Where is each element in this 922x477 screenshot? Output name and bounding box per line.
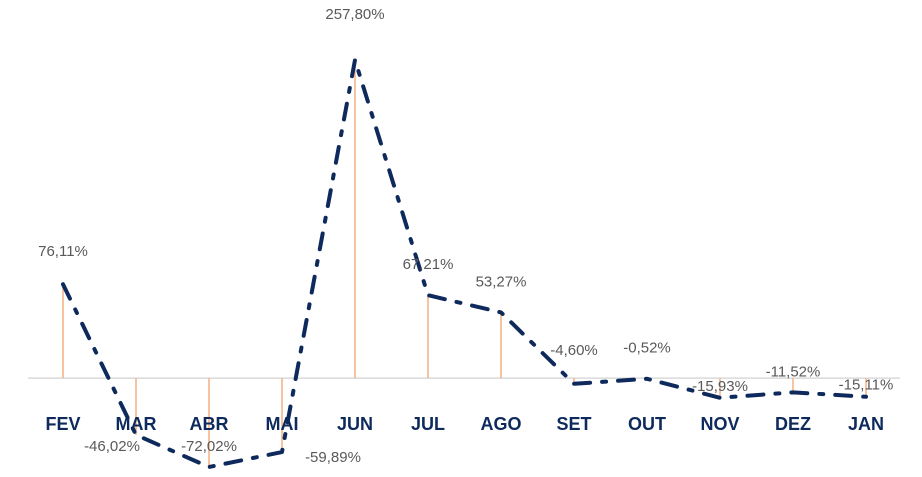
x-tick-label: MAR	[116, 414, 157, 434]
data-label: -0,52%	[623, 340, 671, 357]
data-label: -72,02%	[181, 438, 237, 455]
data-label: 257,80%	[325, 6, 384, 23]
x-tick-label: DEZ	[775, 414, 811, 434]
line	[61, 58, 868, 469]
x-tick-label: FEV	[45, 414, 80, 434]
x-tick-label: JUN	[337, 414, 373, 434]
data-label: -11,52%	[766, 363, 821, 380]
x-tick-label: ABR	[190, 414, 229, 434]
x-tick-label: AGO	[480, 414, 521, 434]
data-label: 76,11%	[38, 243, 88, 260]
data-label: -59,89%	[305, 449, 361, 466]
x-tick-label: NOV	[700, 414, 739, 434]
x-tick-label: SET	[556, 414, 591, 434]
x-tick-label: MAI	[266, 414, 299, 434]
data-label: -46,02%	[84, 438, 140, 455]
data-label: 67,21%	[403, 256, 454, 273]
data-label: -15,11%	[839, 377, 894, 394]
x-tick-label: JUL	[411, 414, 445, 434]
data-label: -15,93%	[692, 378, 748, 395]
data-label: -4,60%	[550, 342, 598, 359]
data-label: 53,27%	[476, 273, 527, 290]
x-tick-label: JAN	[848, 414, 884, 434]
x-tick-label: OUT	[628, 414, 666, 434]
